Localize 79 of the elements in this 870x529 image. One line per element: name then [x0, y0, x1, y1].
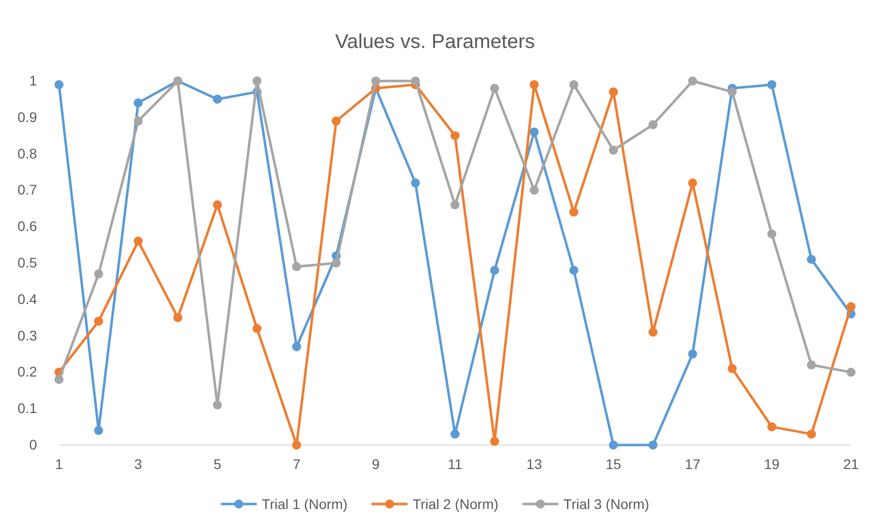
point	[569, 208, 578, 217]
y-tick-label: 0.2	[18, 364, 38, 380]
point	[688, 76, 698, 86]
point	[490, 436, 500, 446]
point	[608, 87, 618, 96]
point	[569, 266, 578, 275]
y-tick-label: 0	[29, 436, 38, 452]
y-tick-label: 0.4	[18, 290, 38, 307]
point	[450, 131, 460, 140]
x-tick-label: 3	[134, 456, 142, 472]
y-tick-label: 0.1	[18, 400, 38, 416]
point	[490, 266, 500, 275]
point	[212, 94, 222, 104]
point	[134, 116, 143, 126]
point	[332, 116, 341, 126]
point	[410, 178, 420, 188]
x-tick-label: 7	[292, 456, 301, 472]
point	[134, 98, 143, 108]
x-tick-label: 9	[372, 456, 380, 472]
point	[450, 200, 460, 210]
point	[648, 120, 658, 130]
point	[648, 328, 658, 337]
y-tick-label: 0.7	[18, 182, 38, 198]
point	[94, 426, 104, 435]
y-tick-label: 0.5	[18, 254, 38, 270]
point	[371, 76, 380, 86]
point	[173, 313, 182, 322]
point	[490, 84, 500, 93]
y-tick-label: 0.3	[18, 327, 38, 344]
point	[410, 76, 420, 86]
point	[688, 178, 698, 188]
y-tick-label: 1	[29, 72, 38, 88]
point	[252, 324, 262, 334]
point	[846, 302, 856, 312]
point	[648, 440, 658, 450]
point	[846, 368, 856, 377]
point	[806, 254, 816, 264]
point	[608, 146, 618, 155]
point	[767, 422, 776, 432]
point	[530, 127, 539, 136]
point	[728, 364, 737, 374]
chart-title: Values vs. Parameters	[335, 31, 535, 53]
point	[252, 76, 262, 86]
point	[608, 440, 618, 450]
point	[530, 80, 539, 90]
legend-label: Trial 1 (Norm)	[262, 496, 348, 512]
x-tick-label: 13	[526, 456, 542, 472]
x-tick-label: 1	[55, 456, 64, 472]
point	[450, 430, 460, 439]
x-tick-label: 11	[448, 456, 462, 472]
x-tick-label: 5	[214, 456, 222, 472]
point	[94, 316, 104, 326]
x-tick-label: 19	[764, 456, 780, 472]
point	[728, 87, 737, 96]
x-tick-label: 21	[843, 456, 859, 472]
point	[212, 400, 222, 410]
point	[806, 430, 816, 439]
point	[134, 236, 143, 246]
legend-label: Trial 2 (Norm)	[412, 496, 498, 512]
point	[292, 440, 302, 450]
point	[292, 342, 302, 352]
legend-label: Trial 3 (Norm)	[563, 496, 650, 512]
point	[212, 200, 222, 210]
y-tick-label: 0.6	[18, 218, 38, 234]
x-tick-label: 15	[606, 456, 622, 472]
point	[767, 229, 776, 238]
point	[530, 186, 539, 195]
point	[54, 80, 64, 90]
y-tick-label: 0.8	[18, 145, 38, 162]
point	[569, 80, 578, 90]
point	[767, 80, 776, 90]
point	[292, 262, 302, 272]
point	[688, 349, 698, 359]
point	[94, 269, 104, 278]
x-tick-label: 17	[684, 456, 701, 472]
y-tick-label: 0.9	[18, 108, 38, 125]
point	[54, 374, 64, 384]
point	[332, 258, 341, 268]
point	[806, 360, 816, 370]
